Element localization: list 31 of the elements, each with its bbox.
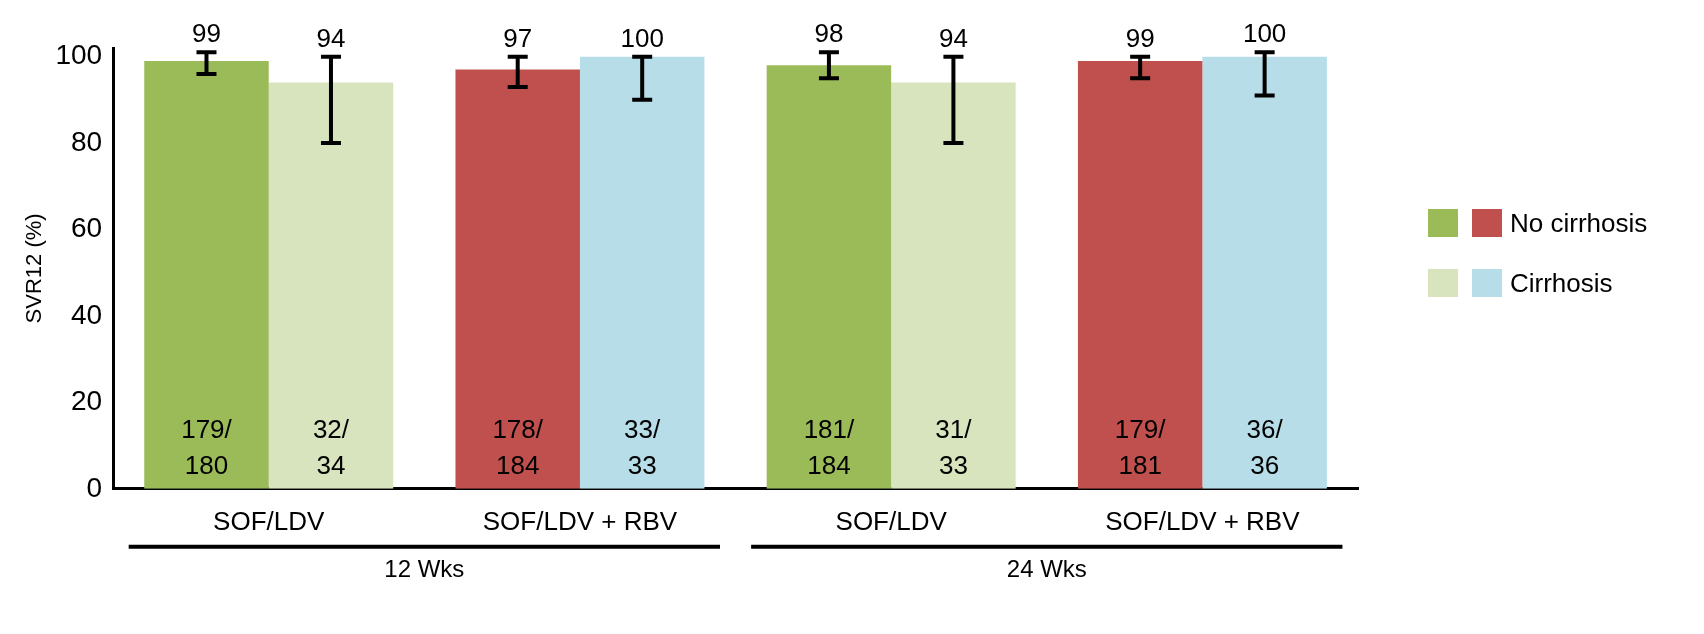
y-tick-label: 40	[70, 298, 103, 330]
annotation: 178/184	[492, 413, 544, 480]
legend-label: No cirrhosis	[1510, 207, 1648, 239]
x-tick-label: SOF/LDV + RBV	[1105, 505, 1301, 536]
text: 12 Wks	[384, 555, 465, 583]
data-label: 94	[938, 22, 968, 53]
annotation: 31/33	[935, 413, 973, 480]
annotation: 181/184	[803, 413, 855, 480]
data-label: 98	[814, 18, 844, 49]
x-tick-label: SOF/LDV	[213, 505, 326, 536]
annotation: 179/181	[1114, 413, 1167, 480]
y-tick-label: 80	[70, 125, 103, 157]
data-label: 100	[620, 22, 664, 53]
annotation: 36/36	[1246, 413, 1284, 480]
data-label: 94	[316, 22, 346, 53]
y-axis-title: SVR12 (%)	[21, 213, 47, 324]
data-label: 97	[503, 22, 533, 53]
x-tick-label: SOF/LDV	[835, 505, 948, 536]
x-tick-label: SOF/LDV + RBV	[482, 505, 678, 536]
legend-label: Cirrhosis	[1510, 267, 1613, 299]
annotation: 32/34	[312, 413, 350, 480]
annotation: 179/180	[181, 413, 233, 480]
y-tick-label: 20	[70, 385, 103, 417]
y-tick-label: 60	[70, 212, 103, 244]
text: 24 Wks	[1006, 555, 1087, 583]
data-label: 100	[1242, 18, 1287, 49]
annotation: 33/33	[624, 413, 662, 480]
data-label: 99	[192, 18, 221, 49]
data-label: 99	[1125, 22, 1155, 53]
y-tick-label: 100	[55, 39, 103, 71]
y-tick-label: 0	[86, 471, 103, 503]
